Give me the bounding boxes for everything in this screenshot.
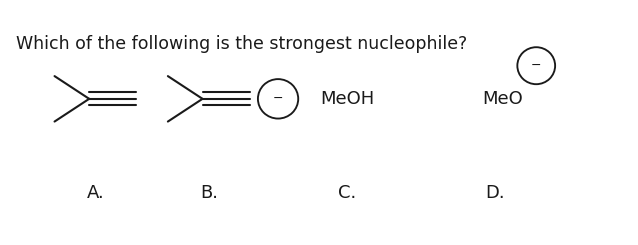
Text: Which of the following is the strongest nucleophile?: Which of the following is the strongest … <box>15 35 467 53</box>
Text: A.: A. <box>87 184 105 203</box>
Text: MeOH: MeOH <box>320 90 375 108</box>
Text: C.: C. <box>338 184 357 203</box>
Text: B.: B. <box>200 184 218 203</box>
Text: D.: D. <box>486 184 505 203</box>
Text: −: − <box>531 59 542 72</box>
Text: −: − <box>273 92 283 105</box>
Text: MeO: MeO <box>483 90 523 108</box>
